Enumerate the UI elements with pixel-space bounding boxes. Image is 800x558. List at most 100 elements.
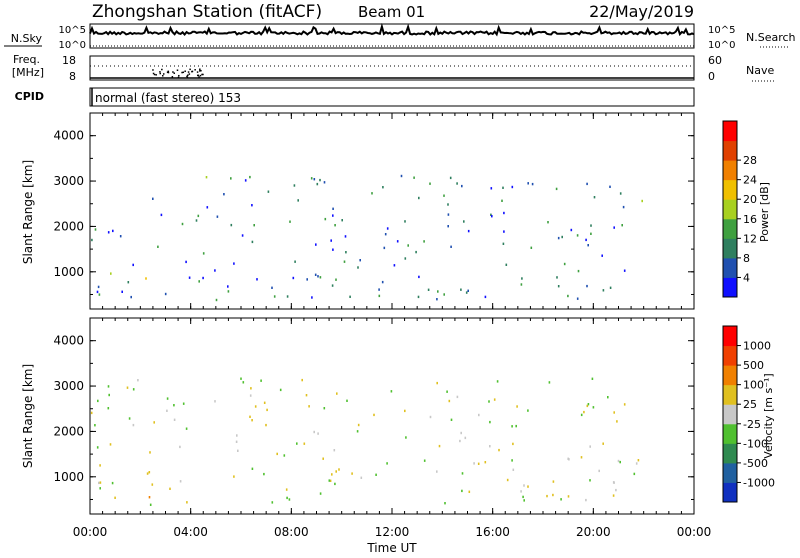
power-cell [576, 297, 579, 300]
velocity-cell [166, 397, 169, 400]
velocity-cell [265, 423, 267, 427]
power-cell [415, 250, 417, 254]
velocity-cell [493, 398, 496, 401]
power-cell [119, 235, 122, 238]
velocity-cell [99, 487, 101, 490]
velocity-cell [99, 481, 102, 484]
velocity-cell [283, 454, 286, 457]
power-cell [112, 229, 114, 233]
freq-scatter-point [152, 72, 155, 75]
velocity-cell [301, 378, 303, 382]
power-cell [241, 234, 244, 237]
power-cell [215, 298, 218, 302]
power-heatmap [91, 174, 643, 302]
velocity-cell [323, 407, 326, 410]
velocity-cell [114, 496, 116, 499]
power-cell [563, 262, 566, 266]
velocity-cell [390, 390, 393, 393]
freq-scatter-point [161, 68, 163, 71]
velocity-cell [548, 381, 551, 384]
freq-panel-frame [89, 55, 695, 81]
power-cell [511, 185, 514, 189]
power-cell [490, 213, 492, 216]
power-cell [181, 222, 184, 226]
velocity-cell [460, 431, 462, 435]
power-cell [317, 275, 319, 278]
velocity-cell [404, 409, 406, 413]
noise-trace [89, 22, 695, 47]
velocity-cell [356, 430, 359, 433]
nsky-label: N.Sky [11, 32, 43, 45]
power-cell [341, 219, 343, 222]
cpid-label: CPID [15, 90, 44, 103]
freq-scatter-point [189, 68, 191, 71]
velocity-cell [360, 476, 363, 479]
velocity-cell [109, 443, 112, 446]
freq-scatter-point [186, 76, 189, 79]
power-colorbar-tick-label: 24 [743, 174, 757, 187]
velocity-cell [527, 485, 529, 488]
velocity-cell [169, 487, 171, 490]
power-cell [613, 226, 615, 229]
noise-panel-frame [89, 23, 695, 49]
velocity-cell [461, 472, 464, 475]
power-cell [601, 254, 603, 257]
freq-scatter-point [167, 71, 170, 74]
velocity-colorbar-segment [723, 462, 737, 483]
velocity-colorbar-segment [723, 482, 737, 503]
power-cell [324, 217, 327, 221]
power-colorbar-title: Power [dB] [758, 182, 771, 242]
power-colorbar-segment [723, 257, 737, 278]
freq-right-tick-top: 60 [708, 54, 722, 67]
velocity-cell [587, 403, 590, 406]
power-cell [621, 224, 623, 227]
freq-scatter-point [199, 74, 202, 77]
power-cell [160, 213, 163, 217]
power-cell [130, 295, 132, 299]
power-cell [185, 260, 187, 264]
power-cell [484, 295, 487, 299]
velocity-cell [322, 457, 324, 460]
power-cell [335, 278, 337, 281]
power-cell [311, 296, 313, 299]
power-cell [132, 263, 134, 267]
power-cell [437, 290, 439, 293]
y-tick-label: 1000 [53, 470, 84, 484]
velocity-y-axis: 1000 2000 3000 4000 [53, 317, 694, 500]
velocity-cell [319, 492, 322, 495]
velocity-cell [249, 394, 252, 397]
power-cell [423, 240, 425, 243]
velocity-cell [527, 409, 529, 412]
power-cell [223, 193, 225, 196]
power-cell [555, 187, 558, 191]
power-cell [400, 174, 403, 178]
power-cell [197, 214, 200, 218]
power-cell [447, 225, 449, 228]
power-cell [256, 278, 258, 281]
velocity-cell [585, 498, 587, 502]
velocity-cell [637, 459, 640, 462]
power-cell [467, 229, 470, 233]
power-colorbar-tick-label: 16 [743, 213, 757, 226]
velocity-cell [186, 501, 188, 504]
y-tick-label: 2000 [53, 219, 84, 233]
power-cell [253, 224, 255, 227]
power-cell [465, 291, 468, 294]
power-cell [195, 219, 198, 222]
power-cell [293, 184, 296, 187]
power-cell [323, 181, 326, 184]
freq-scatter-point [198, 76, 200, 78]
power-cell [429, 182, 431, 185]
velocity-cell [108, 393, 110, 397]
velocity-colorbar-segment [723, 423, 737, 444]
power-cell [427, 288, 430, 291]
velocity-cell [612, 494, 615, 497]
velocity-cell [99, 464, 101, 467]
power-cell [449, 176, 452, 180]
velocity-cell [305, 394, 308, 397]
power-cell [344, 235, 347, 238]
power-cell [96, 290, 99, 294]
power-cell [404, 257, 407, 260]
power-cell [393, 264, 396, 267]
freq-scatter-point [171, 76, 174, 78]
